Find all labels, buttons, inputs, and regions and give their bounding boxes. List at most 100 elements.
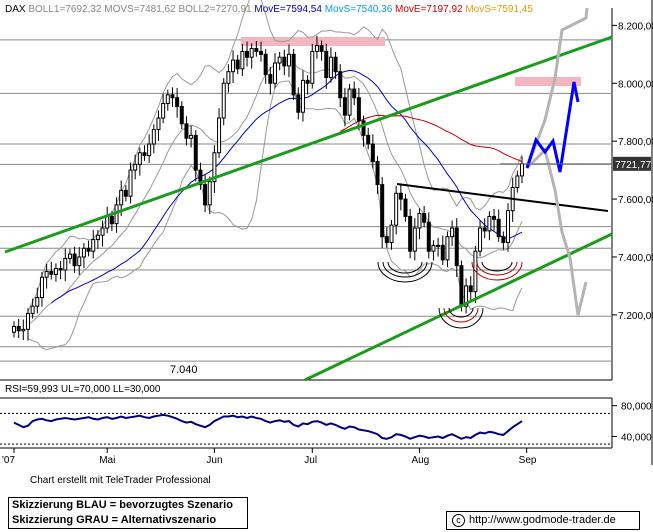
blue-scenario-path (525, 81, 580, 173)
candle-body (72, 253, 77, 267)
candle-body (389, 224, 394, 243)
trendlines (4, 35, 613, 382)
candle-body (217, 117, 222, 154)
candle-body (12, 325, 16, 333)
candle-body (394, 192, 399, 226)
candle-body (109, 215, 114, 225)
candle-body (431, 244, 436, 252)
candle-body (77, 256, 82, 267)
legend-blue-text: Skizzierung BLAU = bevorzugtes Szenario (12, 499, 233, 511)
candle-body (175, 97, 180, 107)
candle-body (333, 56, 338, 73)
candle-body (464, 285, 469, 307)
candle-body (422, 213, 427, 223)
candle-body (440, 244, 445, 261)
candle-body (21, 328, 26, 332)
legend-gray-text: Skizzierung GRAU = Alternativszenario (12, 514, 217, 526)
candle-body (263, 53, 268, 76)
candle-body (496, 218, 501, 238)
candle-body (231, 59, 236, 73)
last-price-box (613, 156, 651, 171)
candle-body (408, 215, 413, 252)
candle-body (352, 88, 357, 99)
candle-body (259, 50, 264, 55)
header-item: MovE=7594,54 (252, 4, 323, 15)
candle-body (189, 134, 194, 139)
rsi-tick-label: 80,000 (621, 402, 652, 413)
rsi-tick-label: 40,000 (621, 432, 652, 443)
candle-body (245, 50, 250, 58)
candle-body (30, 305, 35, 314)
candle-body (53, 268, 58, 275)
price-tick-label: 7.200,00 (618, 311, 653, 322)
indicator-lines (27, 0, 523, 351)
left-shoulder-arc-3 (387, 261, 423, 274)
candle-body (95, 234, 100, 241)
candle-body (44, 270, 49, 278)
candle-body (436, 244, 441, 247)
candle-body (39, 276, 44, 298)
resistance-zone (241, 37, 385, 46)
gray-scenario-path-up (525, 7, 589, 169)
candle-body (501, 236, 506, 243)
candle-body (478, 227, 483, 252)
candle-body (506, 210, 511, 243)
header-item: BOLL1=7692,32 (26, 4, 102, 15)
candle-body (268, 74, 273, 84)
candle-body (67, 253, 72, 259)
candle-body (161, 103, 166, 119)
price-tick-label: 8.200,00 (618, 21, 653, 32)
price-tick-label: 8.000,00 (618, 79, 653, 90)
right-shoulder-arc (471, 261, 523, 281)
candle-body (179, 105, 184, 125)
candle-body (128, 169, 133, 197)
scenario-sketches (525, 7, 589, 316)
moving-average-red (339, 114, 523, 162)
head-arc-2 (443, 307, 479, 323)
candle-body (119, 189, 124, 206)
moving-average-blue (50, 69, 523, 304)
price-tick-label: 7.600,00 (618, 195, 653, 206)
candle-body (520, 163, 524, 177)
candle-body (492, 215, 497, 220)
axis-labels: 7.200,00 7.400,00 7.600,00 7.800,00 8.000,00… (2, 21, 653, 466)
neckline (396, 183, 609, 212)
candle-body (105, 215, 110, 229)
candle-body (207, 181, 212, 206)
candle-body (361, 120, 366, 136)
lower-green-trendline (304, 232, 613, 382)
candle-body (165, 94, 170, 105)
copyright-link[interactable]: c http://www.godmode-trader.de (446, 511, 640, 530)
time-tick-label: Sep (519, 455, 537, 466)
head-arc-3 (448, 307, 474, 318)
candle-body (324, 50, 329, 78)
gray-scenario-path-down (525, 147, 588, 316)
candle-body (142, 152, 147, 157)
candle-body (291, 53, 296, 96)
header-item: MovS=7591,45 (463, 4, 534, 15)
right-shoulder-arc-3 (481, 261, 513, 272)
candle-body (151, 129, 156, 145)
rsi-panel: RSI=59,993 UL=70,000 LL=30,000 40,000 80,0… (0, 384, 652, 445)
candle-body (16, 325, 21, 332)
last-price-label: 7721,77 (615, 160, 652, 171)
candle-body (468, 285, 473, 293)
candle-body (403, 198, 408, 217)
candle-body (49, 270, 54, 275)
candle-body (380, 184, 385, 238)
target-zone (515, 77, 581, 86)
candle-body (86, 247, 91, 252)
candle-body (147, 143, 152, 157)
bollinger-lower (27, 80, 523, 351)
candle-body (254, 48, 259, 52)
rsi-line (13, 413, 523, 440)
candle-body (482, 227, 487, 232)
candle-body (226, 71, 231, 84)
candle-body (370, 143, 375, 162)
candle-body (459, 265, 464, 307)
candle-body (133, 163, 138, 171)
right-shoulder-arc-2 (476, 261, 518, 276)
candle-body (417, 213, 422, 229)
rsi-label: RSI=59,993 UL=70,000 LL=30,000 (5, 384, 161, 395)
